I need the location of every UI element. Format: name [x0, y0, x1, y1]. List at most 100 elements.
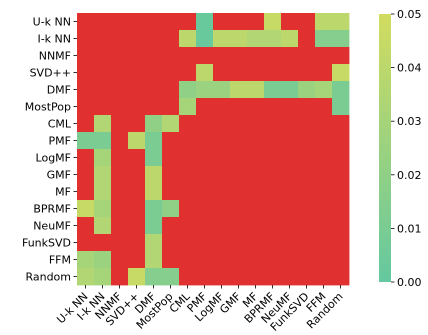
row-tick-label: MF: [55, 186, 71, 199]
heatmap-cell: [247, 166, 265, 184]
heatmap-cell: [230, 200, 248, 218]
heatmap-cell: [281, 132, 299, 150]
heatmap-cell: [179, 13, 197, 31]
heatmap-cell: [77, 47, 95, 65]
heatmap-cell: [281, 81, 299, 99]
heatmap-cell: [247, 217, 265, 235]
heatmap-cell: [145, 132, 163, 150]
heatmap-cell: [162, 132, 180, 150]
heatmap-cell: [111, 98, 129, 116]
heatmap-cell: [128, 64, 146, 82]
heatmap-cell: [332, 234, 350, 252]
heatmap-cell: [264, 166, 282, 184]
heatmap-cell: [247, 30, 265, 48]
heatmap-cell: [247, 183, 265, 201]
heatmap-cell: [264, 200, 282, 218]
heatmap-cell: [213, 13, 231, 31]
row-tick-label: FFM: [49, 254, 71, 267]
heatmap-cell: [128, 217, 146, 235]
heatmap-cell: [230, 81, 248, 99]
heatmap-cell: [77, 13, 95, 31]
row-tick-label: NNMF: [39, 50, 71, 63]
heatmap-cell: [179, 81, 197, 99]
heatmap-cell: [196, 115, 214, 133]
heatmap-cell: [111, 30, 129, 48]
heatmap-cell: [77, 115, 95, 133]
heatmap-cell: [315, 183, 333, 201]
heatmap-cell: [162, 183, 180, 201]
heatmap-cell: [264, 47, 282, 65]
heatmap-cell: [196, 234, 214, 252]
row-tick-labels: U-k NN I-k NN NNMF SVD++ DMF MostPop CML PMF Log…: [22, 16, 77, 284]
heatmap-cell: [94, 13, 112, 31]
heatmap-cell: [128, 115, 146, 133]
heatmap-cell: [247, 81, 265, 99]
heatmap-cell: [94, 200, 112, 218]
heatmap-cell: [111, 47, 129, 65]
heatmap-cell: [213, 251, 231, 269]
heatmap-cell: [264, 132, 282, 150]
heatmap-cell: [247, 268, 265, 286]
heatmap-cell: [196, 47, 214, 65]
heatmap-cell: [298, 183, 316, 201]
heatmap-cell: [332, 149, 350, 167]
heatmap-cell: [94, 81, 112, 99]
heatmap-cell: [162, 81, 180, 99]
heatmap-cell: [332, 200, 350, 218]
heatmap-cell: [77, 98, 95, 116]
heatmap-cell: [247, 64, 265, 82]
row-tick-label: GMF: [47, 169, 71, 182]
heatmap-cell: [94, 251, 112, 269]
heatmap-cell: [179, 166, 197, 184]
heatmap-cell: [315, 132, 333, 150]
colorbar-ticks: 0.00 0.01 0.02 0.03 0.04 0.05: [391, 8, 422, 289]
heatmap-cell: [196, 98, 214, 116]
heatmap-cell: [315, 166, 333, 184]
heatmap-cell: [196, 132, 214, 150]
heatmap-cell: [94, 268, 112, 286]
heatmap-cell: [196, 268, 214, 286]
heatmap-cell: [315, 98, 333, 116]
heatmap-cell: [213, 132, 231, 150]
heatmap-cell: [247, 149, 265, 167]
heatmap-cell: [162, 98, 180, 116]
heatmap-cell: [179, 47, 197, 65]
heatmap-cell: [281, 166, 299, 184]
heatmap-cell: [111, 166, 129, 184]
heatmap-cell: [77, 64, 95, 82]
heatmap-cell: [332, 183, 350, 201]
heatmap-cell: [77, 268, 95, 286]
heatmap-cell: [264, 149, 282, 167]
heatmap-cell: [315, 268, 333, 286]
row-tick-label: LogMF: [36, 152, 71, 165]
heatmap-cell: [111, 132, 129, 150]
row-tick-label: U-k NN: [33, 16, 71, 29]
heatmap-cell: [111, 217, 129, 235]
heatmap-cell: [162, 217, 180, 235]
heatmap-cell: [213, 30, 231, 48]
heatmap-cell: [128, 13, 146, 31]
heatmap-cell: [111, 149, 129, 167]
heatmap-cell: [264, 64, 282, 82]
heatmap-cell: [230, 132, 248, 150]
heatmap-cell: [213, 234, 231, 252]
colorbar-tick-label: 0.02: [397, 169, 422, 182]
heatmap-cell: [264, 30, 282, 48]
heatmap-cell: [213, 149, 231, 167]
heatmap-cell: [145, 200, 163, 218]
row-tick-label: NeuMF: [33, 220, 71, 233]
heatmap-cell: [315, 30, 333, 48]
heatmap-cell: [332, 64, 350, 82]
heatmap-cell: [179, 234, 197, 252]
heatmap-cell: [281, 149, 299, 167]
heatmap-cell: [264, 217, 282, 235]
row-tick-label: MostPop: [25, 101, 71, 114]
heatmap-cell: [77, 183, 95, 201]
heatmap-cell: [94, 47, 112, 65]
heatmap-cell: [298, 166, 316, 184]
heatmap-cell: [162, 268, 180, 286]
heatmap-cell: [179, 217, 197, 235]
colorbar-tick-label: 0.04: [397, 62, 422, 75]
colorbar-tick-label: 0.05: [397, 8, 422, 21]
